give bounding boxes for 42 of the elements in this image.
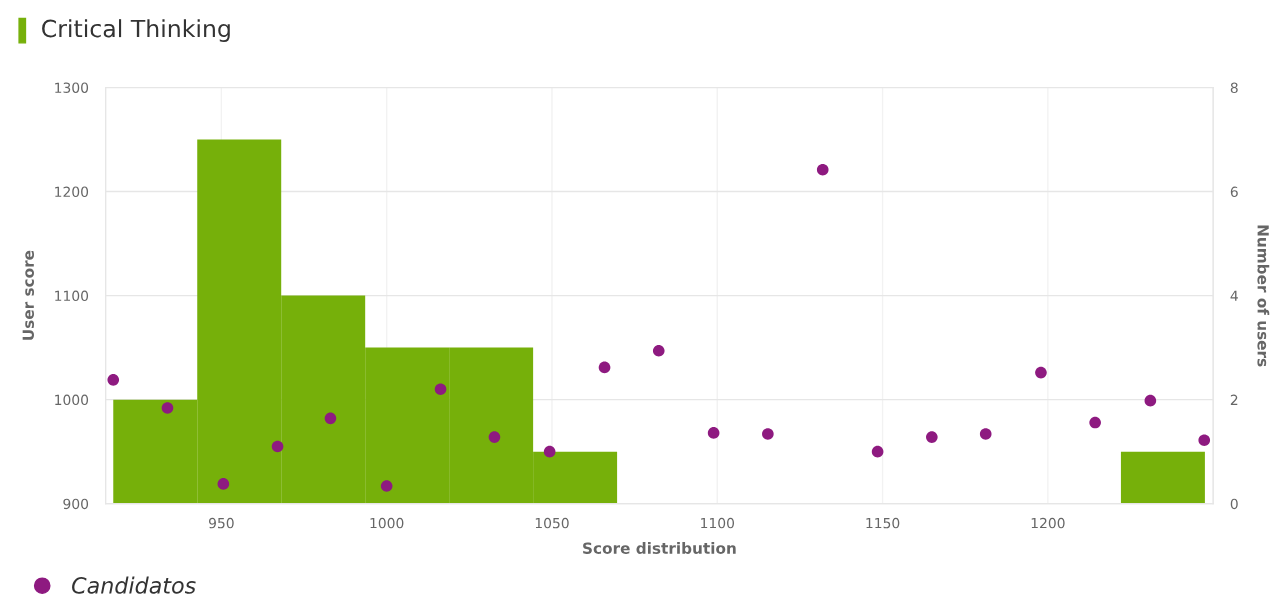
point	[707, 427, 720, 439]
point	[652, 344, 665, 357]
point	[926, 431, 938, 443]
y2-tick-label: 8	[1230, 82, 1238, 93]
point	[380, 480, 393, 492]
point	[762, 428, 774, 440]
y2-tick-label: 4	[1230, 290, 1238, 301]
point	[434, 383, 447, 396]
y-tick-label: 900	[63, 498, 89, 510]
point	[1198, 434, 1211, 447]
point	[871, 445, 884, 458]
point	[161, 402, 174, 414]
point	[1089, 416, 1101, 429]
x-tick-label: 1200	[1031, 517, 1065, 529]
y2-tick-label: 0	[1230, 498, 1238, 510]
point	[271, 440, 284, 453]
point	[324, 412, 337, 425]
x-tick-label: 1000	[370, 517, 404, 529]
y2-axis-title: Number of users	[1257, 225, 1270, 367]
point	[598, 361, 611, 374]
point	[107, 374, 120, 386]
x-axis-title: Score distribution	[583, 542, 736, 554]
point	[488, 431, 501, 443]
x-tick-label: 1100	[701, 517, 735, 529]
chart-title: Critical Thinking	[42, 19, 230, 43]
point	[1035, 366, 1047, 379]
y-tick-label: 1000	[55, 394, 89, 406]
y2-tick-label: 6	[1230, 186, 1238, 198]
x-tick-label: 950	[208, 517, 234, 529]
y-axis-title: User score	[22, 250, 35, 340]
y-tick-label: 1100	[55, 290, 89, 302]
y-tick-label: 1200	[55, 186, 89, 198]
x-tick-label: 1050	[535, 517, 569, 529]
y2-tick-label: 2	[1230, 394, 1238, 405]
point	[217, 478, 230, 490]
point	[1144, 394, 1157, 407]
point	[543, 445, 556, 458]
legend-label: Candidatos	[72, 576, 196, 594]
y-tick-label: 1300	[55, 82, 89, 93]
point	[979, 428, 992, 440]
x-tick-label: 1150	[866, 517, 900, 529]
point	[816, 163, 829, 176]
